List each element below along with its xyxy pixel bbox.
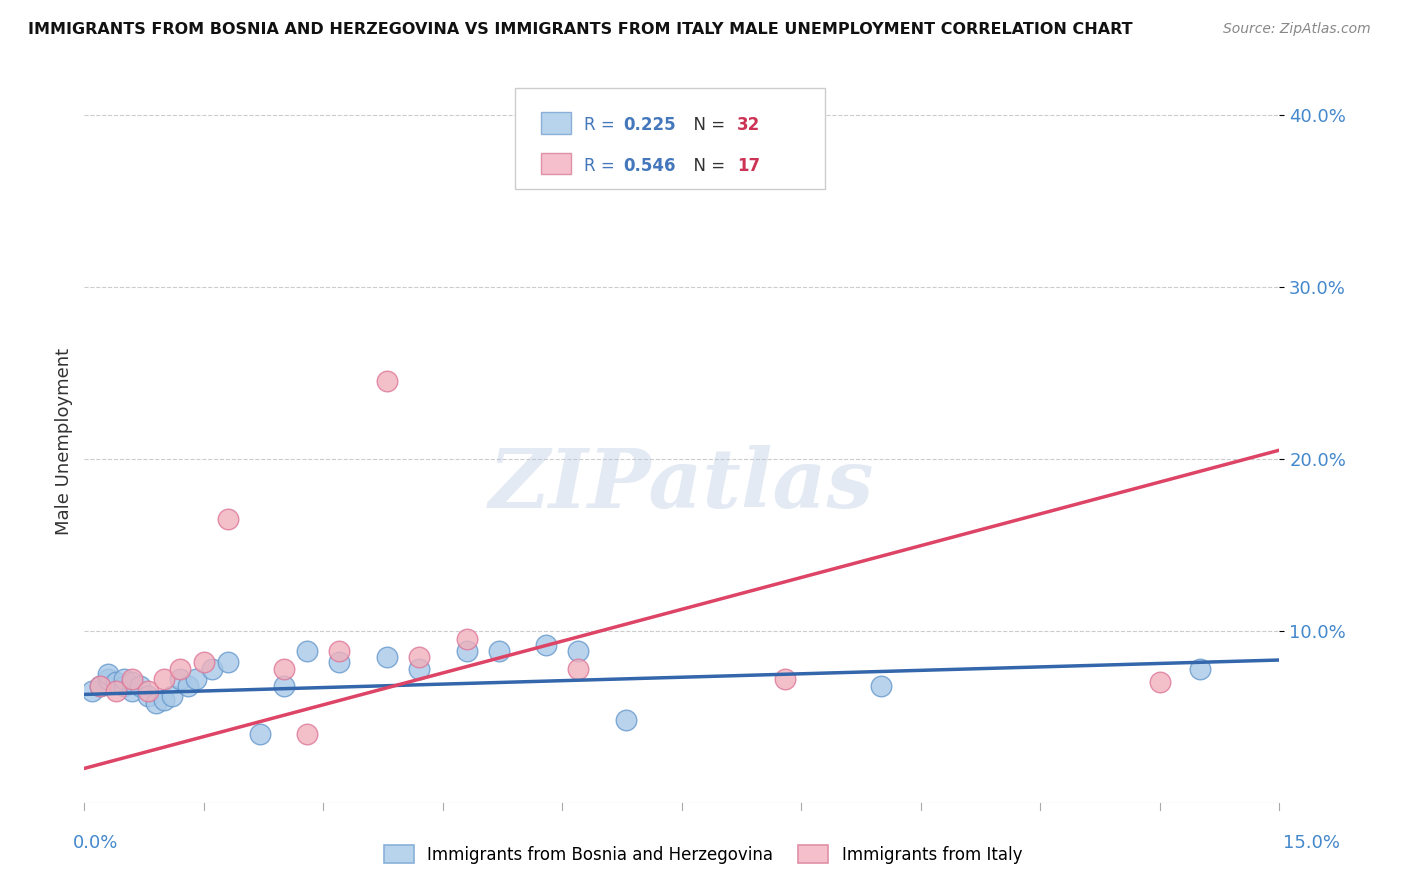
Point [375, 649, 398, 664]
Text: 0.546: 0.546 [623, 157, 676, 175]
Point [870, 679, 893, 693]
Point [112, 679, 135, 693]
Point [89, 679, 111, 693]
Point [89, 679, 111, 693]
Point [136, 684, 159, 698]
Text: 17: 17 [737, 157, 761, 175]
FancyBboxPatch shape [541, 153, 571, 175]
Point [249, 727, 271, 741]
FancyBboxPatch shape [515, 87, 825, 189]
Point [193, 655, 215, 669]
Point [297, 644, 319, 658]
Point [456, 632, 478, 647]
Point [105, 684, 128, 698]
Point [297, 727, 319, 741]
Point [488, 644, 510, 658]
Point [145, 696, 167, 710]
Text: 15.0%: 15.0% [1284, 834, 1340, 852]
Text: N =: N = [683, 116, 731, 134]
Point [112, 672, 135, 686]
Point [177, 679, 200, 693]
Text: IMMIGRANTS FROM BOSNIA AND HERZEGOVINA VS IMMIGRANTS FROM ITALY MALE UNEMPLOYMEN: IMMIGRANTS FROM BOSNIA AND HERZEGOVINA V… [28, 22, 1133, 37]
Point [536, 638, 558, 652]
Text: N =: N = [683, 157, 731, 175]
Point [217, 655, 239, 669]
Point [328, 644, 350, 658]
Point [153, 692, 176, 706]
Point [121, 684, 143, 698]
Point [105, 675, 128, 690]
Legend: Immigrants from Bosnia and Herzegovina, Immigrants from Italy: Immigrants from Bosnia and Herzegovina, … [377, 838, 1029, 871]
Point [129, 679, 152, 693]
Point [184, 672, 207, 686]
Text: ZIPatlas: ZIPatlas [489, 445, 875, 524]
Point [82, 684, 104, 698]
Point [121, 672, 143, 686]
Point [97, 672, 120, 686]
Point [567, 644, 589, 658]
Point [97, 666, 120, 681]
Point [328, 655, 350, 669]
Point [136, 689, 159, 703]
Point [201, 662, 224, 676]
Point [169, 672, 191, 686]
Text: R =: R = [583, 116, 620, 134]
Point [1188, 662, 1211, 676]
Point [153, 672, 176, 686]
Text: R =: R = [583, 157, 620, 175]
Point [614, 713, 637, 727]
Point [160, 689, 183, 703]
Point [775, 672, 797, 686]
Text: 32: 32 [737, 116, 761, 134]
Point [408, 649, 430, 664]
Point [273, 679, 295, 693]
Text: Source: ZipAtlas.com: Source: ZipAtlas.com [1223, 22, 1371, 37]
Y-axis label: Male Unemployment: Male Unemployment [55, 348, 73, 535]
FancyBboxPatch shape [541, 112, 571, 134]
Point [456, 644, 478, 658]
Point [567, 662, 589, 676]
Text: 0.225: 0.225 [623, 116, 676, 134]
Point [375, 375, 398, 389]
Point [273, 662, 295, 676]
Point [1149, 675, 1171, 690]
Text: 0.0%: 0.0% [73, 834, 118, 852]
Point [121, 675, 143, 690]
Point [169, 662, 191, 676]
Point [408, 662, 430, 676]
Point [217, 512, 239, 526]
